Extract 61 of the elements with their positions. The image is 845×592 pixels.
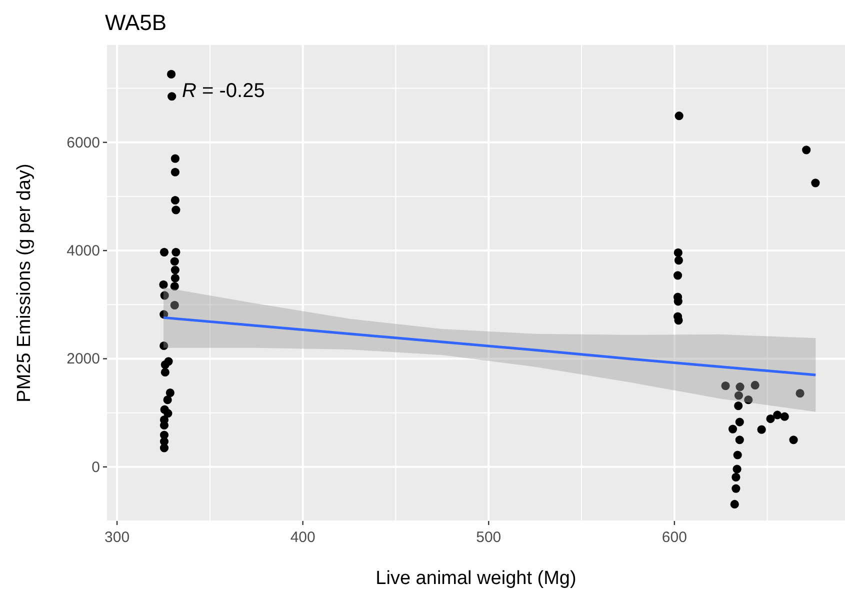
x-tick-label: 300 <box>104 529 130 546</box>
point <box>166 70 176 79</box>
point <box>160 368 170 377</box>
point <box>732 484 740 493</box>
point <box>734 401 743 410</box>
point <box>159 280 168 289</box>
point <box>673 271 682 280</box>
point <box>811 178 820 188</box>
point <box>773 410 782 420</box>
point <box>674 256 684 265</box>
point <box>780 412 789 421</box>
point <box>160 360 170 369</box>
x-tick-label: 500 <box>476 529 502 546</box>
point <box>170 257 179 266</box>
y-axis-title: PM25 Emissions (g per day) <box>14 164 35 402</box>
point <box>734 391 744 400</box>
point <box>172 206 180 214</box>
x-tick-label: 400 <box>290 529 316 546</box>
point <box>674 316 683 325</box>
point <box>736 382 744 392</box>
point <box>732 472 740 482</box>
point <box>674 248 682 258</box>
point <box>164 409 172 418</box>
annotation: R = -0.25 <box>182 80 265 102</box>
point <box>744 396 753 404</box>
point <box>730 500 739 509</box>
y-tick-label: 4000 <box>66 242 100 260</box>
point <box>170 196 180 205</box>
point <box>674 112 684 120</box>
point <box>170 154 180 163</box>
point <box>750 380 760 390</box>
y-tick-label: 2000 <box>66 350 100 368</box>
point <box>160 444 169 452</box>
y-tick-label: 0 <box>92 458 100 476</box>
point <box>732 464 742 474</box>
x-tick-label: 600 <box>662 529 687 546</box>
chart-title: WA5B <box>105 10 167 35</box>
point <box>172 248 180 256</box>
x-axis-title: Live animal weight (Mg) <box>376 568 576 589</box>
point <box>735 436 744 444</box>
point <box>168 92 176 101</box>
point <box>170 282 179 291</box>
point <box>160 291 169 300</box>
point <box>163 396 172 404</box>
point <box>802 146 811 154</box>
point <box>160 341 168 350</box>
point <box>796 389 804 398</box>
point <box>733 450 742 460</box>
point <box>789 436 798 444</box>
point <box>728 424 738 434</box>
point <box>170 168 180 176</box>
point <box>170 300 179 310</box>
point <box>166 388 174 398</box>
y-tick-label: 6000 <box>66 134 100 152</box>
point <box>766 414 775 424</box>
point <box>757 425 766 434</box>
point <box>160 248 169 256</box>
point <box>170 274 180 282</box>
point <box>721 381 730 390</box>
point <box>735 418 744 426</box>
point <box>170 266 180 274</box>
